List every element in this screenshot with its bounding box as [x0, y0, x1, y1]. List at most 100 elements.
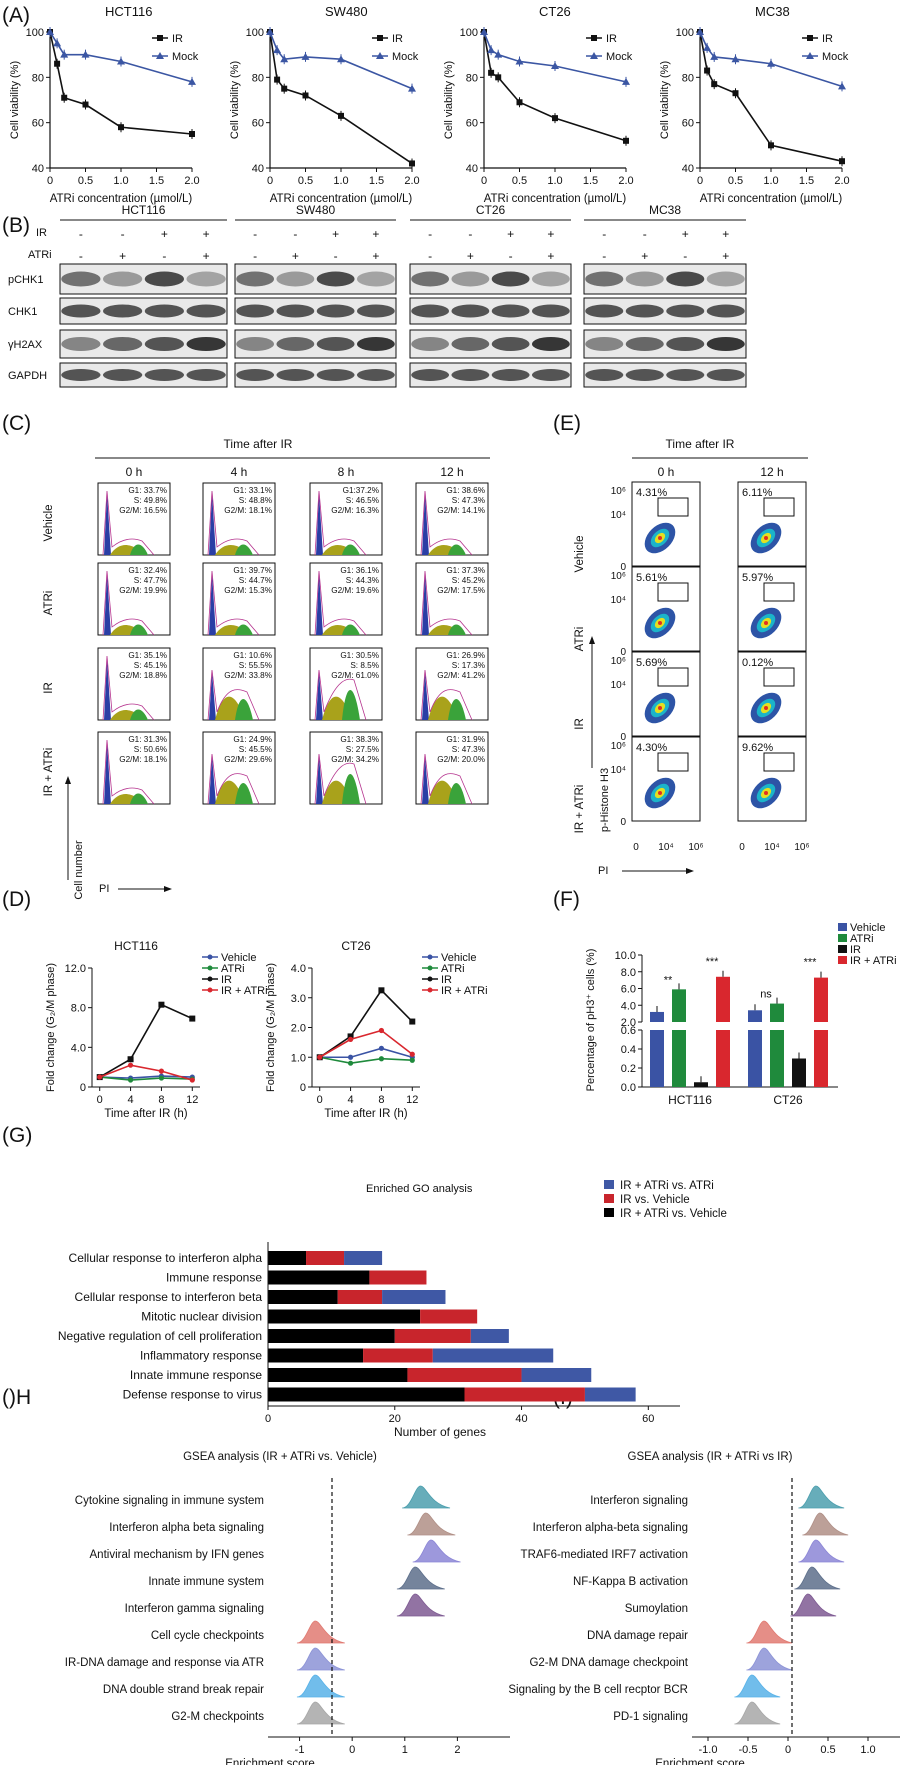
phase-stat: G1: 31.3% [128, 735, 167, 744]
blot-band [625, 304, 664, 318]
legend-label-ir: IR [606, 33, 617, 45]
gate-percent: 4.30% [636, 742, 667, 754]
atri-sign: + [722, 249, 729, 263]
phase-stat: G1: 31.9% [446, 735, 485, 744]
data-point [158, 1068, 165, 1074]
category-label: Cellular response to interferon beta [75, 1290, 263, 1304]
histogram-box: G1: 10.6%S: 55.5%G2/M: 33.8% [202, 647, 276, 721]
g1-peak [422, 573, 429, 635]
bar [716, 976, 730, 1022]
series-line-ir [483, 31, 627, 142]
blot-band [531, 271, 570, 287]
density-peak [764, 621, 768, 625]
bar [650, 1011, 664, 1022]
phase-stat: S: 45.2% [452, 576, 485, 585]
category-label: Mitotic nuclear division [141, 1310, 262, 1324]
y-tick-label: 3.0 [291, 993, 306, 1005]
histogram-box: G1: 32.4%S: 47.7%G2/M: 19.9% [97, 562, 171, 636]
y-tick-label: 80 [682, 72, 694, 84]
x-axis-label: Enrichment score [655, 1758, 744, 1765]
blot-band [276, 337, 315, 351]
significance-label: ** [664, 974, 673, 986]
ir-sign: - [602, 227, 606, 241]
pathway-label: Cell cycle checkpoints [151, 1630, 264, 1642]
time-label: 8 h [338, 465, 355, 479]
x-tick-label: 0 [317, 1094, 323, 1106]
ir-sign: + [372, 227, 379, 241]
legend-label: Vehicle [221, 952, 256, 964]
g2m-peak [342, 624, 360, 635]
g1-peak [104, 573, 111, 635]
blot-band [666, 271, 705, 287]
phase-stat: S: 47.3% [452, 745, 485, 754]
x-tick-label: 1.0 [860, 1744, 875, 1756]
data-point-ir [732, 90, 739, 97]
stacked-bar [268, 1290, 338, 1304]
blot-band [625, 369, 664, 381]
ridge-density [798, 1485, 845, 1509]
bar-lower [672, 1030, 686, 1087]
phase-stat: S: 55.5% [239, 661, 272, 670]
g1-peak [422, 672, 429, 720]
bar-lower [770, 1030, 784, 1087]
g1-peak [316, 672, 323, 720]
chart-title: SW480 [325, 4, 368, 19]
x-axis-label: Time after IR (h) [104, 1108, 187, 1120]
ir-sign: - [121, 227, 125, 241]
legend-marker-ir [377, 35, 383, 41]
x-tick-label: 0.5 [820, 1744, 835, 1756]
phase-stat: G2/M: 20.0% [437, 755, 485, 764]
y-axis-label: Fold change (G₂/M phase) [265, 963, 277, 1092]
ir-sign: + [547, 227, 554, 241]
y-tick-label: 10⁴ [611, 595, 626, 606]
bar-lower [748, 1030, 762, 1087]
data-point-mock [337, 55, 345, 63]
data-point [347, 1054, 354, 1060]
fit-curve [420, 753, 473, 805]
blot-band [236, 304, 275, 318]
x-tick-label: 1.0 [763, 175, 778, 187]
phase-stat: S: 44.3% [346, 576, 379, 585]
series-line [319, 1056, 413, 1065]
blot-band [491, 369, 530, 381]
atri-sign: - [509, 249, 513, 263]
pathway-label: NF-Kappa B activation [573, 1576, 688, 1588]
y-tick-label: 60 [466, 118, 478, 130]
data-point-mock [117, 57, 125, 65]
blot-band [411, 337, 450, 351]
phase-stat: G2/M: 18.1% [224, 506, 272, 515]
x-tick-label: 20 [389, 1413, 401, 1425]
bar [814, 977, 828, 1022]
flow-plot: 5.97% [737, 566, 807, 652]
legend-marker-ir [157, 35, 163, 41]
ir-sign: - [293, 227, 297, 241]
data-point-ir [552, 115, 558, 122]
panel-letter-B: (B) [2, 214, 30, 237]
blot-band [491, 304, 530, 318]
bar [694, 1082, 708, 1087]
histogram-box: G1: 36.1%S: 44.3%G2/M: 19.6% [309, 562, 383, 636]
blot-band [666, 369, 705, 381]
y-tick-label: 40 [32, 163, 44, 175]
arrow-head [65, 776, 71, 784]
data-point-mock [273, 46, 282, 54]
category-label: Cellular response to interferon alpha [69, 1251, 263, 1265]
data-point-ir [704, 67, 711, 74]
x-axis-label: ATRi concentration (µmol/L) [700, 193, 843, 205]
legend-swatch [838, 945, 847, 953]
y-tick-label: 0 [620, 562, 626, 573]
data-point-mock [731, 55, 740, 63]
gate-percent: 5.69% [636, 657, 667, 669]
blot-band [144, 337, 185, 351]
gate-box [657, 497, 689, 517]
blot-band [491, 271, 530, 287]
gate-box [657, 582, 689, 602]
data-point [347, 1060, 354, 1066]
bar [770, 1003, 784, 1022]
series-line-mock [699, 31, 843, 88]
legend-label-mock: Mock [822, 51, 849, 63]
atri-sign: + [292, 249, 299, 263]
stacked-bar [268, 1270, 370, 1285]
x-tick-label: -1.0 [699, 1744, 718, 1756]
pathway-label: DNA double strand break repair [103, 1684, 264, 1696]
